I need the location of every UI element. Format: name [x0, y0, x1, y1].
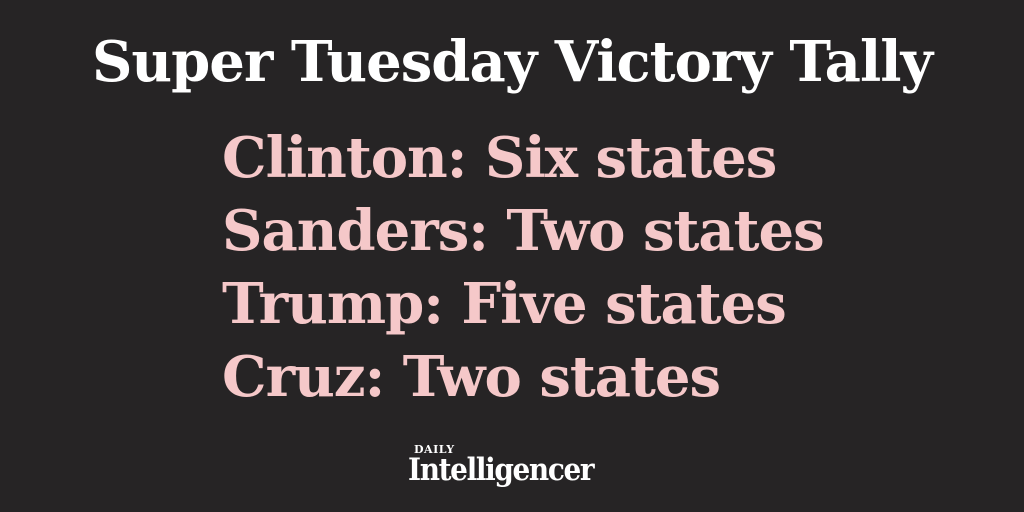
victory-tally-list: Clinton: Six states Sanders: Two states …: [222, 122, 825, 414]
tally-item-cruz: Cruz: Two states: [222, 344, 721, 410]
logo-intelligencer-text: Intelligencer: [408, 452, 595, 488]
tally-item-trump: Trump: Five states: [222, 271, 787, 337]
tally-item-sanders: Sanders: Two states: [222, 198, 825, 264]
daily-intelligencer-logo: DAILY Intelligencer: [408, 444, 608, 494]
tally-item-clinton: Clinton: Six states: [222, 125, 777, 191]
graphic-title: Super Tuesday Victory Tally: [91, 29, 933, 95]
logo-daily-text: DAILY: [414, 443, 455, 456]
